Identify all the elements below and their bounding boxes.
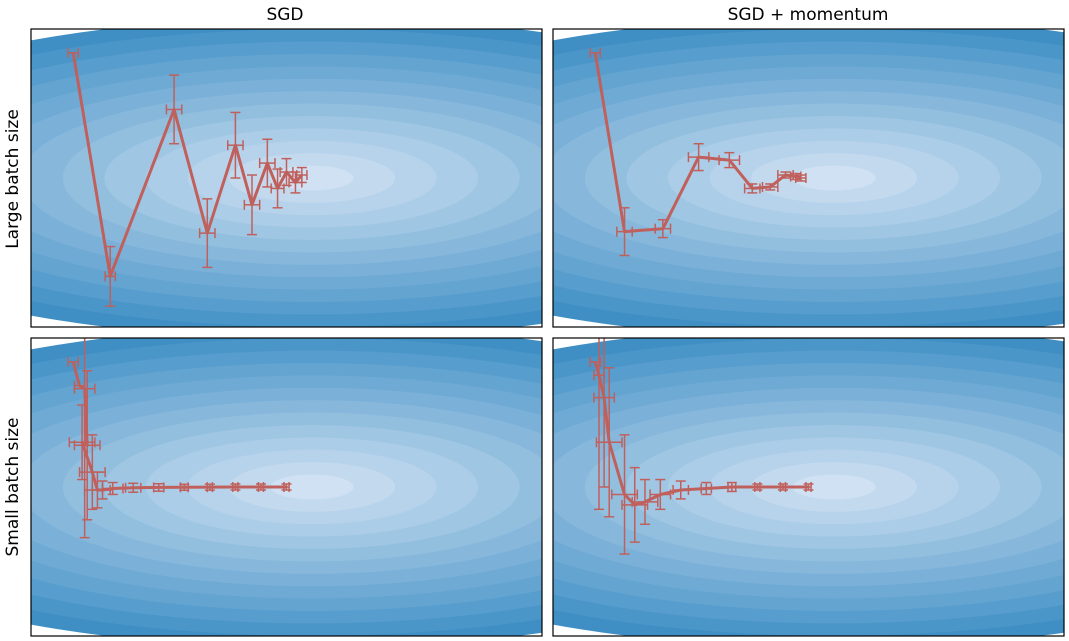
panel-frame: [30, 28, 543, 328]
error-bar: [243, 174, 261, 236]
error-bar: [672, 480, 690, 500]
error-bar: [589, 47, 602, 58]
error-bar: [124, 482, 142, 493]
error-bar: [761, 181, 779, 192]
error-bar: [198, 198, 216, 269]
panel-sgd-small-batch: [30, 337, 543, 637]
error-bar: [104, 245, 117, 307]
error-bar: [255, 482, 266, 492]
row-title-large-batch: Large batch size: [3, 109, 23, 249]
trajectory: [67, 47, 308, 307]
error-bar: [726, 481, 737, 493]
error-bar: [226, 111, 244, 179]
error-bar: [165, 74, 183, 145]
trajectory-line: [593, 361, 809, 507]
error-bar: [687, 142, 710, 172]
error-bar: [649, 478, 672, 511]
col-title-sgd: SGD: [266, 5, 303, 25]
trajectory: [589, 338, 814, 555]
contour-level: [270, 474, 354, 500]
contour-level: [792, 474, 876, 500]
panel-frame: [552, 337, 1065, 637]
contour-level: [792, 165, 876, 191]
panel-frame: [552, 28, 1065, 328]
error-bar: [794, 173, 807, 183]
error-bar: [718, 151, 741, 169]
error-bar: [700, 481, 713, 496]
trajectory: [589, 47, 807, 257]
error-bar: [752, 482, 763, 492]
panel-momentum-small-batch: [552, 337, 1065, 637]
error-bar: [230, 482, 241, 492]
error-bar: [295, 166, 308, 184]
contour-background: [553, 29, 1064, 327]
error-bar: [152, 482, 165, 493]
error-bar: [258, 138, 276, 188]
error-bar: [281, 482, 292, 492]
panel-frame: [30, 337, 543, 637]
error-bar: [654, 218, 672, 239]
error-bar: [67, 356, 80, 367]
error-bar: [803, 482, 814, 492]
error-bar: [616, 207, 633, 257]
panel-sgd-large-batch: [30, 28, 543, 328]
error-bar: [67, 47, 80, 58]
panel-momentum-large-batch: [552, 28, 1065, 328]
row-title-small-batch: Small batch size: [3, 418, 23, 557]
error-bar: [777, 482, 788, 492]
error-bar: [631, 478, 659, 525]
trajectory: [67, 338, 292, 539]
error-bar: [101, 481, 124, 496]
error-bar: [179, 482, 190, 493]
error-bar: [204, 482, 215, 493]
error-bar: [743, 183, 761, 194]
error-bar: [68, 404, 96, 481]
col-title-sgd-momentum: SGD + momentum: [728, 5, 889, 25]
error-bar: [595, 367, 623, 518]
error-bar: [611, 434, 639, 555]
